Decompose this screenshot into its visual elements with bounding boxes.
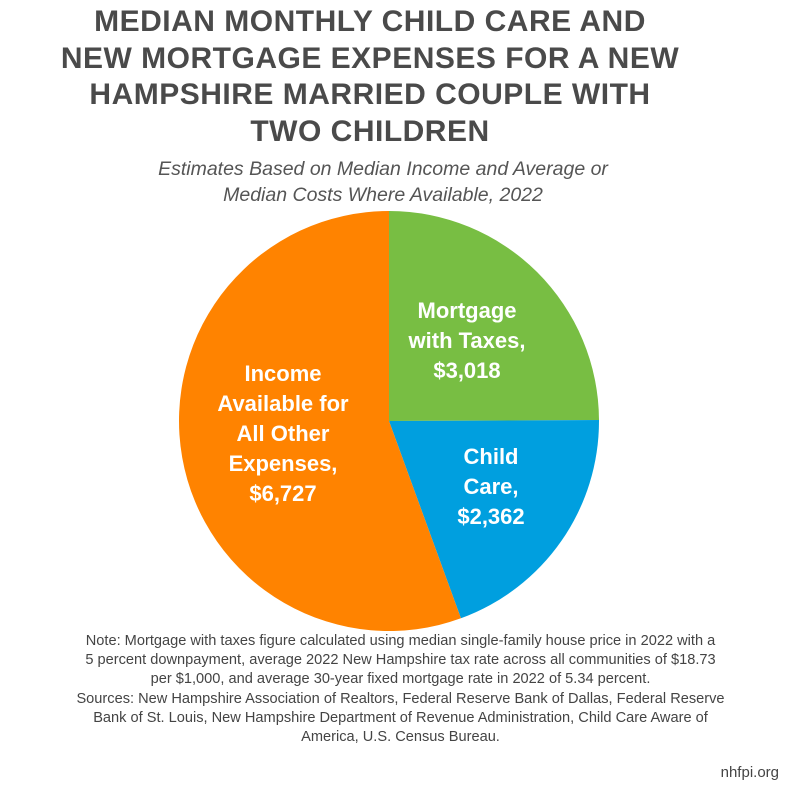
- pie-slice: [179, 211, 461, 631]
- chart-subtitle: Estimates Based on Median Income and Ave…: [0, 156, 766, 208]
- sources-line: America, U.S. Census Bureau.: [301, 729, 500, 746]
- pie-slice: [389, 211, 599, 421]
- sources-line: Bank of St. Louis, New Hampshire Departm…: [93, 709, 708, 726]
- subtitle-line: Median Costs Where Available, 2022: [223, 184, 543, 206]
- slice-label: Mortgage with Taxes, $3,018: [408, 298, 526, 383]
- title-line: HAMPSHIRE MARRIED COUPLE WITH: [89, 78, 651, 111]
- note-line: 5 percent downpayment, average 2022 New …: [85, 652, 716, 669]
- chart-title: MEDIAN MONTHLY CHILD CARE AND NEW MORTGA…: [0, 4, 740, 150]
- title-line: MEDIAN MONTHLY CHILD CARE AND: [94, 5, 646, 38]
- site-credit: nhfpi.org: [720, 764, 779, 781]
- note-line: per $1,000, and average 30-year fixed mo…: [150, 671, 651, 688]
- slice-label: Income Available for All Other Expenses, $6,…: [217, 361, 349, 506]
- chart-note: Note: Mortgage with taxes figure calcula…: [0, 632, 801, 747]
- title-line: TWO CHILDREN: [250, 114, 490, 148]
- title-line: NEW MORTGAGE EXPENSES FOR A NEW: [60, 41, 680, 75]
- slice-label: Child Care, $2,362: [457, 444, 524, 529]
- pie-slice: [389, 420, 600, 619]
- sources-line: Sources: New Hampshire Association of Re…: [76, 690, 725, 707]
- note-line: Note: Mortgage with taxes figure calcula…: [85, 633, 716, 649]
- subtitle-line: Estimates Based on Median Income and Ave…: [158, 158, 608, 180]
